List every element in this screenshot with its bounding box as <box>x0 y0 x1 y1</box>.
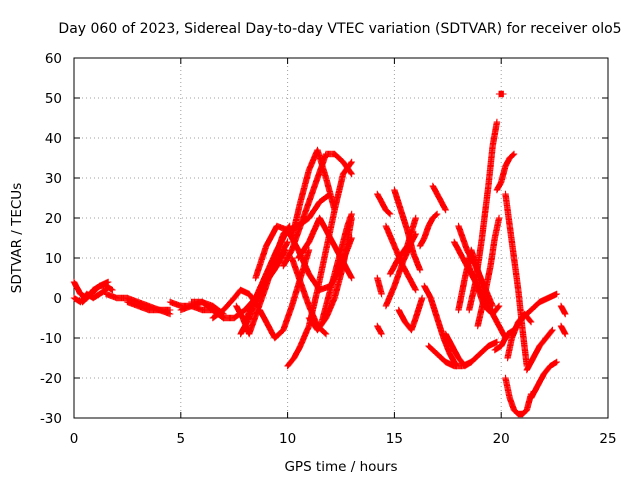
data-series-arc-45 <box>502 374 535 418</box>
data-series-arc-26 <box>382 230 419 310</box>
plus-markers <box>474 214 503 330</box>
y-tick-label: 60 <box>45 51 62 67</box>
plus-markers <box>527 358 560 402</box>
x-tick-label: 15 <box>386 431 403 447</box>
data-series-arc-49 <box>527 358 560 402</box>
data-series-arc-29 <box>395 294 426 334</box>
plus-markers <box>395 294 426 334</box>
data-series-arc-30 <box>416 210 441 250</box>
plus-markers <box>557 322 569 338</box>
plus-markers <box>382 230 419 310</box>
data-series-arc-39 <box>466 118 501 314</box>
data-series-arc-21 <box>318 210 355 326</box>
plus-markers <box>288 146 338 242</box>
data-points <box>70 90 569 418</box>
plus-markers <box>557 302 569 318</box>
data-series-arc-22 <box>374 190 394 218</box>
y-tick-label: 0 <box>53 291 62 307</box>
plot-frame <box>73 57 609 419</box>
y-tick-label: 20 <box>45 211 62 227</box>
y-tick-labels: -30 -20 -10 0 10 20 30 40 50 60 <box>40 51 62 427</box>
data-series-arc-43 <box>493 150 518 194</box>
plus-markers <box>495 90 507 98</box>
data-series-arc-34 <box>442 330 475 370</box>
plus-markers <box>510 290 560 334</box>
x-axis-label: GPS time / hours <box>284 459 397 475</box>
plus-markers <box>493 150 518 194</box>
plus-markers <box>429 182 449 214</box>
y-tick-label: 30 <box>45 171 62 187</box>
plus-markers <box>374 322 385 338</box>
data-series-arc-23 <box>374 274 385 298</box>
plus-markers <box>374 274 385 298</box>
plus-markers <box>124 298 174 318</box>
x-tick-label: 10 <box>279 431 296 447</box>
plus-markers <box>502 374 535 418</box>
y-tick-label: 40 <box>45 131 62 147</box>
data-series-arc-48 <box>523 326 556 374</box>
x-tick-label: 25 <box>599 431 616 447</box>
plus-markers <box>391 186 424 274</box>
data-series-arc-05 <box>124 298 174 318</box>
data-series-arc-50 <box>557 302 569 318</box>
plus-markers <box>416 210 441 250</box>
y-axis-label: SDTVAR / TECUs <box>9 183 25 293</box>
plus-markers <box>502 190 531 370</box>
plus-markers <box>466 118 501 314</box>
grid-lines <box>74 58 608 418</box>
x-tick-label: 0 <box>70 431 79 447</box>
data-series-arc-24 <box>374 322 385 338</box>
plus-markers <box>79 278 112 306</box>
y-tick-label: 50 <box>45 91 62 107</box>
plus-markers <box>374 190 394 218</box>
data-series-arc-51 <box>557 322 569 338</box>
data-series-arc-03 <box>79 278 112 306</box>
y-tick-label: -10 <box>40 331 62 347</box>
data-series-arc-47 <box>510 290 560 334</box>
x-tick-label: 5 <box>177 431 186 447</box>
x-tick-labels: 0 5 10 15 20 25 <box>70 431 617 447</box>
data-series-arc-17 <box>288 146 338 242</box>
plus-markers <box>421 282 460 370</box>
data-series-arc-40 <box>474 214 503 330</box>
data-series-arc-31 <box>429 182 449 214</box>
x-tick-label: 20 <box>493 431 510 447</box>
data-series-arc-42 <box>495 90 507 98</box>
data-series-arc-44 <box>502 190 531 370</box>
data-series-arc-32 <box>421 282 460 370</box>
plus-markers <box>442 330 475 370</box>
chart-title: Day 060 of 2023, Sidereal Day-to-day VTE… <box>58 21 621 37</box>
data-series-arc-28 <box>391 186 424 274</box>
plus-markers <box>523 326 556 374</box>
y-tick-label: -20 <box>40 371 62 387</box>
plus-markers <box>318 210 355 326</box>
y-tick-label: -30 <box>40 411 62 427</box>
y-tick-label: 10 <box>45 251 62 267</box>
